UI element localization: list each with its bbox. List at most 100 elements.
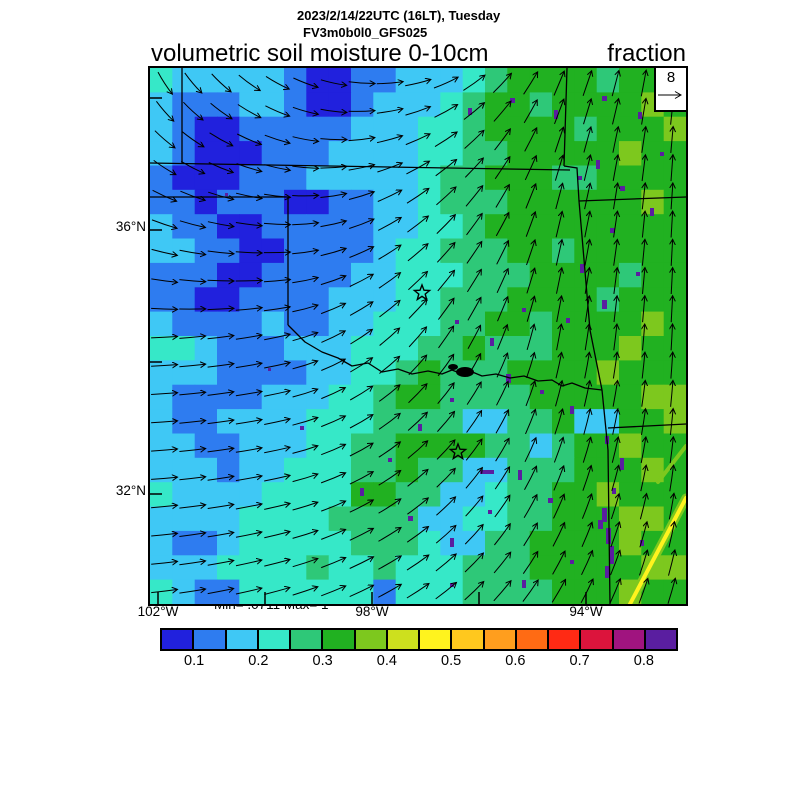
max-moisture-pixel — [510, 98, 515, 103]
wind-arrow — [613, 268, 617, 294]
wind-arrow — [667, 579, 675, 604]
moisture-cell — [306, 433, 330, 459]
moisture-cell — [194, 579, 218, 604]
moisture-cell — [663, 141, 686, 167]
moisture-cell — [462, 384, 486, 410]
moisture-cell — [261, 165, 285, 191]
moisture-cell — [328, 214, 352, 240]
max-moisture-pixel — [450, 398, 454, 402]
moisture-cell — [373, 555, 397, 581]
moisture-cell — [485, 262, 508, 288]
wind-arrow — [408, 327, 426, 348]
wind-arrow — [496, 354, 507, 378]
wind-arrow — [265, 105, 289, 116]
wind-arrow — [581, 494, 591, 519]
moisture-cell — [440, 579, 464, 604]
moisture-cell — [507, 506, 531, 532]
moisture-cell — [261, 482, 285, 508]
moisture-cell — [663, 116, 686, 142]
wind-arrow — [668, 522, 675, 548]
moisture-cell — [574, 457, 598, 483]
wind-arrow — [264, 193, 290, 197]
wind-arrow — [639, 551, 648, 576]
moisture-cell — [663, 238, 686, 264]
moisture-cell — [239, 579, 263, 604]
moisture-cell — [440, 409, 464, 435]
colorbar-tick-label: 0.1 — [184, 653, 205, 669]
wind-arrow — [583, 409, 590, 435]
moisture-cell — [328, 262, 352, 288]
wind-arrow — [584, 296, 589, 323]
wind-arrow — [526, 353, 535, 379]
wind-arrow — [157, 71, 172, 94]
moisture-cell — [150, 116, 173, 142]
max-moisture-pixel — [468, 108, 472, 115]
wind-arrow — [492, 74, 511, 93]
moisture-cell — [261, 457, 285, 483]
moisture-cell — [373, 409, 397, 435]
wind-arrow — [321, 331, 344, 343]
moisture-cell — [596, 579, 620, 604]
moisture-cell — [395, 92, 419, 118]
moisture-cell — [418, 287, 441, 313]
moisture-cell — [552, 457, 575, 483]
wind-arrow — [235, 420, 262, 425]
wind-arrow — [407, 498, 428, 515]
moisture-cell — [440, 189, 464, 215]
wind-arrow — [151, 590, 177, 593]
moisture-cell — [261, 506, 285, 532]
moisture-cell — [217, 457, 240, 483]
wind-arrow — [211, 73, 231, 92]
wind-arrow — [320, 139, 346, 140]
wind-arrow — [349, 386, 372, 401]
moisture-cell — [172, 384, 196, 410]
max-moisture-pixel — [580, 264, 584, 273]
moisture-cell — [395, 555, 419, 581]
moisture-cell — [217, 214, 240, 240]
wind-arrow — [377, 163, 401, 173]
city-star-markers — [412, 283, 468, 461]
variable-title: volumetric soil moisture 0-10cm — [151, 40, 489, 67]
max-moisture-pixel — [640, 540, 644, 546]
wind-arrow — [349, 275, 373, 287]
wind-arrow — [320, 108, 347, 112]
wind-arrow — [264, 588, 289, 595]
moisture-cell — [619, 262, 642, 288]
moisture-cell — [261, 116, 285, 142]
moisture-cell — [440, 457, 464, 483]
wind-arrow — [151, 533, 177, 536]
moisture-cell — [150, 384, 173, 410]
moisture-cell — [440, 336, 464, 361]
wind-arrow — [321, 445, 345, 456]
moisture-cell — [351, 68, 374, 93]
wind-arrow — [264, 476, 289, 482]
colorbar-segment — [549, 630, 582, 649]
moisture-cell — [306, 189, 330, 215]
max-moisture-pixel — [612, 488, 616, 494]
wind-arrow — [496, 241, 509, 265]
moisture-cell — [284, 311, 307, 337]
wind-arrow — [612, 381, 617, 407]
moisture-cell — [328, 116, 352, 142]
model-run-title: FV3m0b0l0_GFS025 — [303, 25, 428, 40]
wind-arrow — [493, 553, 510, 574]
wind-arrow — [583, 156, 590, 181]
wind-arrow — [264, 363, 289, 369]
moisture-cell — [373, 189, 397, 215]
moisture-cell — [418, 189, 441, 215]
wind-arrow — [613, 184, 618, 210]
wind-arrow — [613, 212, 618, 238]
moisture-cell — [194, 530, 218, 556]
wind-arrow — [235, 504, 262, 510]
moisture-cell — [507, 311, 531, 337]
moisture-cell — [641, 409, 665, 435]
moisture-cell — [462, 287, 486, 313]
max-moisture-pixel — [660, 152, 664, 156]
wind-arrow — [640, 437, 646, 464]
moisture-cell — [440, 384, 464, 410]
wind-arrow — [638, 579, 648, 604]
moisture-cell — [261, 311, 285, 337]
wind-arrow — [525, 184, 536, 209]
wind-arrow — [378, 499, 401, 514]
wind-reference-value: 8 — [666, 69, 676, 86]
